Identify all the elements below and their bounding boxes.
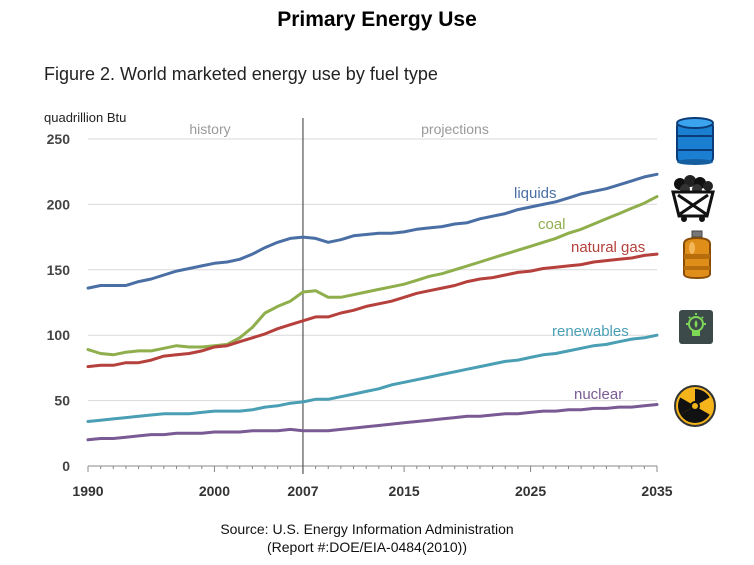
series-labels: liquids coal natural gas renewables nuclear [514,185,645,403]
series-label-coal: coal [538,216,566,233]
y-tick-label: 100 [47,327,71,343]
series-line-nuclear [86,403,659,442]
y-tick-label: 250 [47,131,71,147]
radiation-icon [674,385,716,427]
x-tick-label: 1990 [72,483,103,499]
source-line-2: (Report #:DOE/EIA-0484(2010)) [267,539,467,555]
series-lines [86,172,659,442]
series-line-liquids [86,172,659,290]
y-tick-label: 200 [47,196,71,212]
y-tick-label: 50 [54,393,70,409]
source-line-1: Source: U.S. Energy Information Administ… [220,521,514,537]
projections-label: projections [421,121,489,137]
x-tick-label: 2025 [515,483,546,499]
axes: 0 50 100 150 200 250 1990 2000 2007 2015 2025 2035 h… [47,118,673,499]
page-title: Primary Energy Use [277,8,477,31]
gridlines [88,138,657,402]
y-axis-unit-label: quadrillion Btu [44,110,127,125]
series-line-natural-gas [86,252,659,369]
x-tick-label: 2000 [199,483,230,499]
history-label: history [189,121,230,137]
oil-barrel-icon [676,117,714,165]
x-tick-label: 2035 [641,483,672,499]
x-tick-label: 2015 [389,483,420,499]
series-label-nuclear: nuclear [574,386,623,403]
series-line-coal [86,195,659,357]
gas-canister-icon [683,230,711,280]
series-label-renewables: renewables [552,323,629,340]
series-label-liquids: liquids [514,185,557,202]
y-tick-label: 0 [62,458,70,474]
source-citation: Source: U.S. Energy Information Administ… [0,520,734,556]
renewable-bulb-icon [679,310,713,344]
x-tick-label: 2007 [287,483,318,499]
y-tick-label: 150 [47,262,71,278]
figure-title: Figure 2. World marketed energy use by f… [44,64,438,84]
coal-cart-icon [671,175,715,222]
series-label-natural-gas: natural gas [571,239,645,256]
series-line-renewables [86,333,659,423]
